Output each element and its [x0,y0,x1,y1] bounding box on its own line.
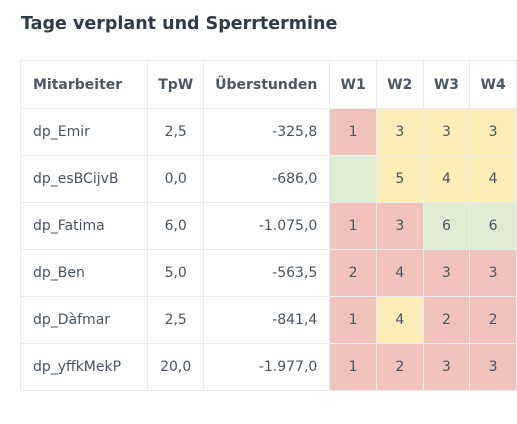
column-header-employee[interactable]: Mitarbeiter [19,60,149,109]
employee-name: dp_esBCijvB [19,155,149,203]
week-cell[interactable]: 1 [329,202,377,250]
tpw-value: 0,0 [147,155,205,203]
tpw-value: 6,0 [147,202,205,250]
week-cell[interactable]: 4 [469,155,517,203]
table-row[interactable]: dp_Dàfmar 2,5 -841,4 1 4 2 2 [19,296,517,344]
week-cell[interactable]: 4 [375,296,424,344]
week-cell[interactable]: 3 [422,249,471,297]
employee-name: dp_Dàfmar [19,296,149,344]
employee-name: dp_Ben [19,249,149,297]
week-cell[interactable]: 6 [422,202,471,250]
column-header-overtime[interactable]: Überstunden [203,60,331,109]
week-cell[interactable]: 1 [329,108,377,156]
table-row[interactable]: dp_yffkMekP 20,0 -1.977,0 1 2 3 3 [19,343,517,391]
employee-name: dp_Emir [19,108,149,156]
column-header-tpw[interactable]: TpW [147,60,205,109]
week-cell[interactable]: 4 [422,155,471,203]
week-cell[interactable]: 6 [469,202,517,250]
table-row[interactable]: dp_Emir 2,5 -325,8 1 3 3 3 [19,108,517,156]
week-cell[interactable]: 2 [375,343,424,391]
tpw-value: 2,5 [147,296,205,344]
column-header-w1[interactable]: W1 [329,60,377,109]
week-cell[interactable]: 3 [422,108,471,156]
table-row[interactable]: dp_Ben 5,0 -563,5 2 4 3 3 [19,249,517,297]
overtime-value: -686,0 [203,155,331,203]
column-header-w3[interactable]: W3 [422,60,471,109]
tpw-value: 20,0 [147,343,205,391]
column-header-w4[interactable]: W4 [469,60,517,109]
page-title: Tage verplant und Sperrtermine [21,14,338,34]
week-cell[interactable]: 2 [329,249,377,297]
overtime-value: -1.075,0 [203,202,331,250]
employee-name: dp_yffkMekP [19,343,149,391]
week-cell[interactable] [329,155,377,203]
week-cell[interactable]: 4 [375,249,424,297]
column-header-w2[interactable]: W2 [375,60,424,109]
table-row[interactable]: dp_Fatima 6,0 -1.075,0 1 3 6 6 [19,202,517,250]
week-cell[interactable]: 2 [422,296,471,344]
planning-table: Mitarbeiter TpW Überstunden W1 W2 W3 W4 … [19,60,517,391]
tpw-value: 5,0 [147,249,205,297]
week-cell[interactable]: 3 [375,108,424,156]
week-cell[interactable]: 2 [469,296,517,344]
week-cell[interactable]: 1 [329,296,377,344]
overtime-value: -841,4 [203,296,331,344]
week-cell[interactable]: 3 [375,202,424,250]
week-cell[interactable]: 3 [469,343,517,391]
employee-name: dp_Fatima [19,202,149,250]
overtime-value: -1.977,0 [203,343,331,391]
tpw-value: 2,5 [147,108,205,156]
table-row[interactable]: dp_esBCijvB 0,0 -686,0 5 4 4 [19,155,517,203]
week-cell[interactable]: 1 [329,343,377,391]
week-cell[interactable]: 3 [422,343,471,391]
week-cell[interactable]: 3 [469,108,517,156]
week-cell[interactable]: 3 [469,249,517,297]
overtime-value: -563,5 [203,249,331,297]
week-cell[interactable]: 5 [375,155,424,203]
overtime-value: -325,8 [203,108,331,156]
table-header-row: Mitarbeiter TpW Überstunden W1 W2 W3 W4 [19,60,517,109]
